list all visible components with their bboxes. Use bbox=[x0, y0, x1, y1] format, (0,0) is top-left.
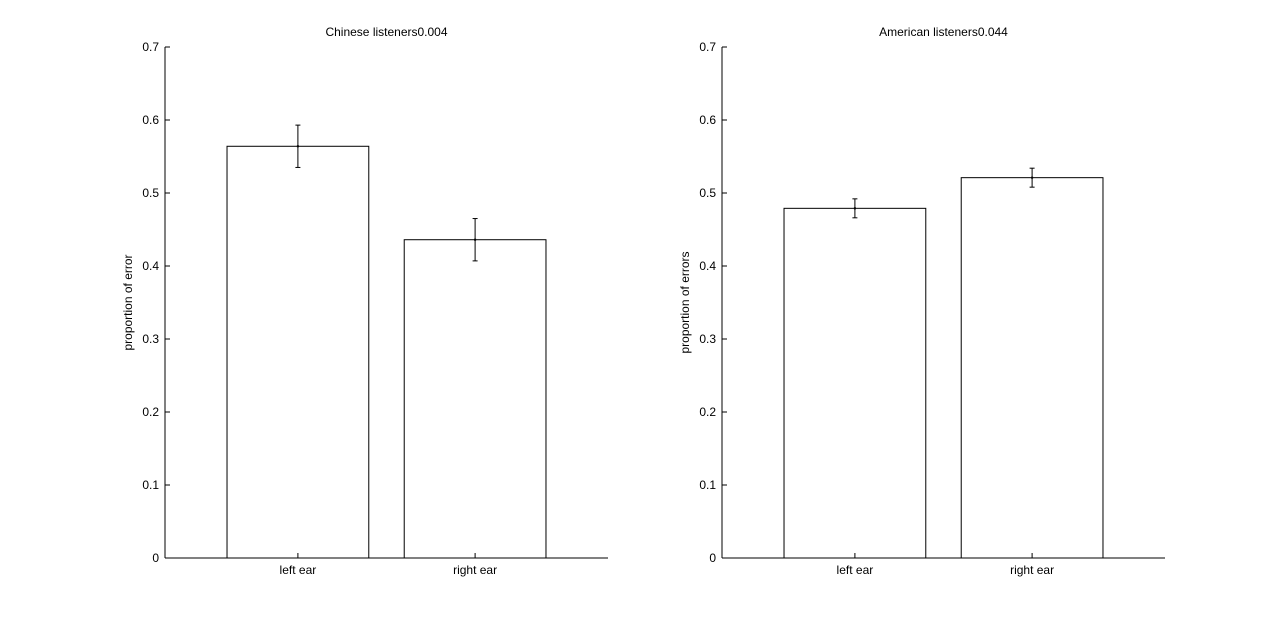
chart-title: American listeners0.044 bbox=[879, 25, 1008, 39]
mean-marker bbox=[853, 207, 856, 210]
y-tick-label: 0.6 bbox=[142, 113, 159, 127]
y-tick-label: 0.2 bbox=[699, 405, 716, 419]
bar-right-ear bbox=[960, 177, 1104, 559]
x-tick-label: left ear bbox=[837, 563, 874, 577]
y-tick-label: 0.3 bbox=[699, 332, 716, 346]
chart-title: Chinese listeners0.004 bbox=[325, 25, 447, 39]
y-tick-label: 0.1 bbox=[699, 478, 716, 492]
y-tick-label: 0.7 bbox=[699, 40, 716, 54]
mean-marker bbox=[474, 238, 477, 241]
x-tick-label: right ear bbox=[1010, 563, 1054, 577]
x-tick-label: right ear bbox=[453, 563, 497, 577]
chart-panel-american: 0 0.1 0.2 0.3 0.4 0.5 0.6 0.7 left ear right ear A… bbox=[678, 25, 1165, 577]
y-axis-label: proportion of error bbox=[121, 254, 135, 350]
y-tick-label: 0.3 bbox=[142, 332, 159, 346]
chart-panel-chinese: 0 0.1 0.2 0.3 0.4 0.5 0.6 0.7 left ear right ear C… bbox=[121, 25, 608, 577]
y-tick-label: 0.6 bbox=[699, 113, 716, 127]
bar-left-ear bbox=[226, 145, 370, 559]
bar-right-ear bbox=[403, 239, 547, 559]
bar-left-ear bbox=[783, 207, 927, 559]
y-tick-label: 0.5 bbox=[142, 186, 159, 200]
y-tick-label: 0 bbox=[709, 551, 716, 565]
y-tick-label: 0.7 bbox=[142, 40, 159, 54]
y-tick-label: 0.1 bbox=[142, 478, 159, 492]
mean-marker bbox=[1031, 176, 1034, 179]
x-tick-label: left ear bbox=[280, 563, 317, 577]
y-tick-label: 0.4 bbox=[699, 259, 716, 273]
y-axis-label: proportion of errors bbox=[678, 251, 692, 353]
y-tick-label: 0.5 bbox=[699, 186, 716, 200]
y-tick-label: 0.4 bbox=[142, 259, 159, 273]
y-tick-label: 0 bbox=[152, 551, 159, 565]
mean-marker bbox=[296, 145, 299, 148]
y-tick-label: 0.2 bbox=[142, 405, 159, 419]
